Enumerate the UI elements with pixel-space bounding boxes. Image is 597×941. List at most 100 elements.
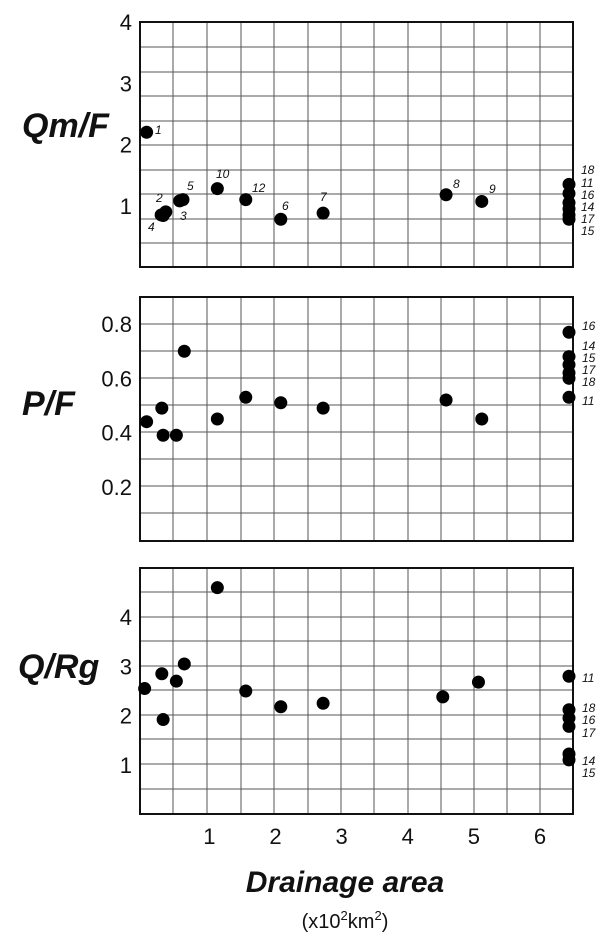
side-label-17: 17 [582, 726, 597, 740]
x-tick-label: 6 [534, 824, 546, 849]
x-axis-label: Drainage area [246, 866, 444, 899]
data-point [562, 187, 576, 200]
side-label-18: 18 [582, 375, 596, 389]
data-point [475, 194, 489, 208]
panel-q-rg-y-label: Q/Rg [18, 648, 99, 686]
data-point [562, 753, 576, 767]
side-label-18: 18 [581, 163, 595, 177]
x-tick-label: 3 [336, 824, 348, 849]
y-tick-label: 2 [120, 133, 132, 158]
side-label-14: 14 [581, 200, 595, 214]
x-unit-close: ) [382, 911, 389, 933]
data-point [562, 177, 576, 191]
panel-p-f-y-label: P/F [22, 385, 76, 423]
x-unit-km: km [348, 911, 375, 933]
data-point [155, 667, 169, 681]
y-tick-label: 4 [120, 10, 132, 35]
data-point [316, 401, 330, 415]
point-label-1: 1 [155, 123, 162, 137]
point-label-6: 6 [282, 199, 289, 213]
side-label-17: 17 [582, 363, 597, 377]
panel-q-rg-y-ticks: 1 2 3 4 [120, 605, 132, 778]
data-point [239, 193, 253, 207]
x-axis-unit: (x102km2) [302, 908, 389, 933]
side-label-15: 15 [582, 766, 596, 780]
side-label-14: 14 [582, 339, 596, 353]
data-point [210, 581, 224, 595]
panel-qm-f-y-ticks: 1 2 3 4 [120, 10, 132, 219]
data-point [173, 194, 187, 208]
data-point [156, 428, 170, 442]
panel-p-f-y-ticks: 0.2 0.4 0.6 0.8 [101, 312, 132, 500]
side-label-11: 11 [582, 394, 594, 408]
side-label-11: 11 [582, 671, 594, 685]
panel-p-f-frame [139, 296, 574, 542]
point-label-12: 12 [252, 181, 266, 195]
data-point [169, 428, 183, 442]
y-tick-label: 0.6 [101, 366, 132, 391]
panel-p-f: 0.2 0.4 0.6 0.8 P/F 16 14 15 17 18 11 [22, 296, 597, 542]
data-point [562, 371, 576, 385]
y-tick-label: 0.8 [101, 312, 132, 337]
panel-p-f-side-labels: 16 14 15 17 18 11 [582, 319, 597, 408]
x-unit-sup-1: 2 [341, 908, 348, 923]
data-point [140, 125, 154, 139]
data-point [138, 682, 152, 696]
x-tick-label: 4 [402, 824, 414, 849]
point-label-2: 2 [155, 191, 163, 205]
data-point [156, 209, 170, 223]
data-point [274, 700, 288, 714]
point-label-7: 7 [320, 190, 328, 204]
data-point [475, 412, 489, 426]
side-label-11: 11 [581, 176, 593, 190]
data-point [471, 675, 485, 689]
y-tick-label: 0.4 [101, 421, 132, 446]
point-label-8: 8 [453, 177, 460, 191]
y-tick-label: 0.2 [101, 475, 132, 500]
data-point [210, 182, 224, 196]
side-label-14: 14 [582, 754, 596, 768]
panel-q-rg-frame [139, 567, 574, 815]
panel-q-rg: 1 2 3 4 1 2 3 4 5 6 Q/Rg 11 18 16 17 14 15 Drain… [18, 567, 597, 933]
panel-q-rg-side-labels: 11 18 16 17 14 15 [582, 671, 597, 780]
data-point [239, 684, 253, 698]
data-point [436, 690, 450, 704]
panel-qm-f-grid [140, 22, 573, 267]
panel-q-rg-grid [140, 568, 573, 814]
point-label-4: 4 [148, 220, 155, 234]
data-point [316, 206, 330, 220]
data-point [274, 212, 288, 226]
point-label-9: 9 [489, 182, 496, 196]
data-point [316, 696, 330, 710]
data-point [177, 344, 191, 358]
data-point [562, 325, 576, 339]
y-tick-label: 2 [120, 704, 132, 729]
side-label-15: 15 [582, 351, 596, 365]
data-point [177, 657, 191, 671]
y-tick-label: 1 [120, 753, 132, 778]
panel-qm-f-side-labels: 18 11 16 14 17 15 [581, 163, 596, 238]
panel-qm-f-points [140, 125, 576, 226]
x-tick-label: 5 [468, 824, 480, 849]
panel-qm-f-frame [139, 21, 574, 268]
side-label-18: 18 [582, 701, 596, 715]
side-label-15: 15 [581, 224, 595, 238]
data-point [439, 188, 453, 202]
y-tick-label: 4 [120, 605, 132, 630]
panel-qm-f-y-label: Qm/F [22, 107, 110, 145]
point-label-10: 10 [216, 167, 230, 181]
data-point [155, 401, 169, 415]
panel-q-rg-points [138, 581, 576, 767]
data-point [562, 212, 576, 226]
panel-qm-f-point-labels: 1 2 3 4 5 10 12 6 7 8 9 [148, 123, 496, 234]
side-label-17: 17 [581, 212, 596, 226]
panel-p-f-grid [140, 297, 573, 541]
side-label-16: 16 [581, 188, 595, 202]
data-point [439, 393, 453, 407]
data-point [562, 669, 576, 683]
x-tick-label: 2 [269, 824, 281, 849]
panel-p-f-points [140, 325, 576, 442]
y-tick-label: 3 [120, 71, 132, 96]
point-label-5: 5 [187, 179, 194, 193]
